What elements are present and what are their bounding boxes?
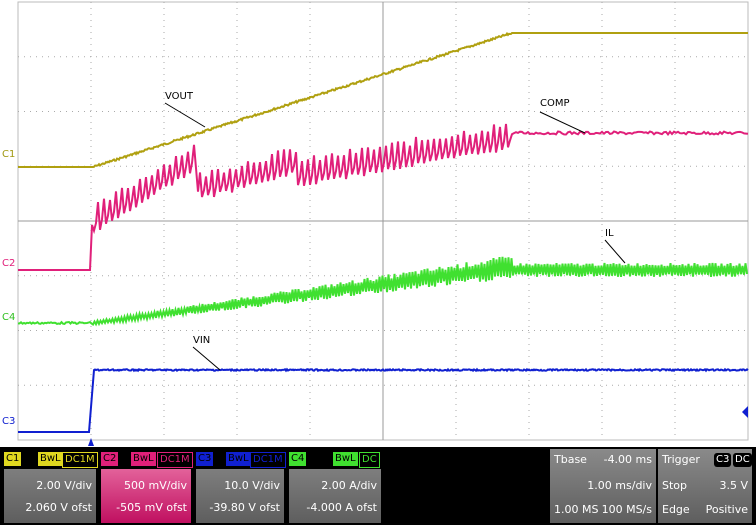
waveform-label: IL — [605, 228, 614, 239]
scale: 2.00 V/div — [36, 479, 92, 492]
offset: -39.80 V ofst — [209, 501, 280, 514]
channel-name: C3 — [196, 452, 214, 466]
scale: 2.00 A/div — [321, 479, 377, 492]
offset: -4.000 A ofst — [306, 501, 377, 514]
channel-name: C2 — [101, 452, 119, 466]
waveform-c1 — [18, 31, 748, 168]
channel-marker: C4 — [2, 312, 15, 323]
bandwidth: BwL — [131, 452, 156, 466]
channel-name: C1 — [4, 452, 22, 466]
trigger-coupling: DC — [733, 453, 752, 467]
status-panel: C1 BwL DC1M 2.00 V/div 2.060 V ofst C2 BwL D… — [0, 447, 756, 525]
trigger-type: Edge — [662, 503, 690, 516]
bandwidth: BwL — [38, 452, 63, 466]
offset: -505 mV ofst — [116, 501, 187, 514]
coupling: DC1M — [250, 452, 286, 468]
offset: 2.060 V ofst — [25, 501, 92, 514]
waveform-c2 — [18, 123, 749, 271]
channel-marker: C2 — [2, 258, 15, 269]
channel-name: C4 — [289, 452, 307, 466]
channel-box: C4 BwL DC 2.00 A/div -4.000 A ofst — [289, 449, 381, 523]
timebase-box: Tbase -4.00 ms 1.00 ms/div 1.00 MS 100 M… — [550, 449, 656, 523]
memory: 1.00 MS — [554, 503, 599, 516]
trigger-level-marker — [742, 406, 748, 418]
time-scale: 1.00 ms/div — [587, 479, 652, 492]
coupling: DC1M — [62, 452, 98, 468]
coupling: DC1M — [157, 452, 193, 468]
waveform-label: VIN — [193, 335, 210, 346]
channel-box: C1 BwL DC1M 2.00 V/div 2.060 V ofst — [4, 449, 98, 523]
channel-box: C3 BwL DC1M 10.0 V/div -39.80 V ofst — [196, 449, 286, 523]
delay: -4.00 ms — [603, 453, 652, 466]
waveform-label: VOUT — [165, 91, 194, 102]
channel-marker: C3 — [2, 416, 15, 427]
trigger-level: 3.5 V — [719, 479, 748, 492]
trigger-source: C3 — [714, 453, 732, 467]
trigger-label: Trigger — [662, 453, 700, 466]
trigger-slope: Positive — [705, 503, 748, 516]
channel-box: C2 BwL DC1M 500 mV/div -505 mV ofst — [101, 449, 193, 523]
sample-rate: 100 MS/s — [601, 503, 652, 516]
scale: 500 mV/div — [124, 479, 187, 492]
scope-display: C1 C2 C4 C3 VOUT COMP IL VIN — [2, 1, 749, 446]
trigger-position-marker — [88, 438, 94, 446]
trigger-box: Trigger C3 DC Stop 3.5 V Edge Positive — [658, 449, 752, 523]
label-leaders — [164, 102, 626, 371]
coupling: DC — [359, 452, 380, 468]
timebase-label: Tbase — [554, 453, 587, 466]
channel-marker: C1 — [2, 149, 15, 160]
waveform-c3 — [18, 367, 749, 433]
trigger-mode: Stop — [662, 479, 688, 492]
waveform-c4 — [17, 256, 748, 327]
scale: 10.0 V/div — [224, 479, 280, 492]
bandwidth: BwL — [333, 452, 358, 466]
waveform-label: COMP — [540, 98, 570, 109]
bandwidth: BwL — [226, 452, 251, 466]
